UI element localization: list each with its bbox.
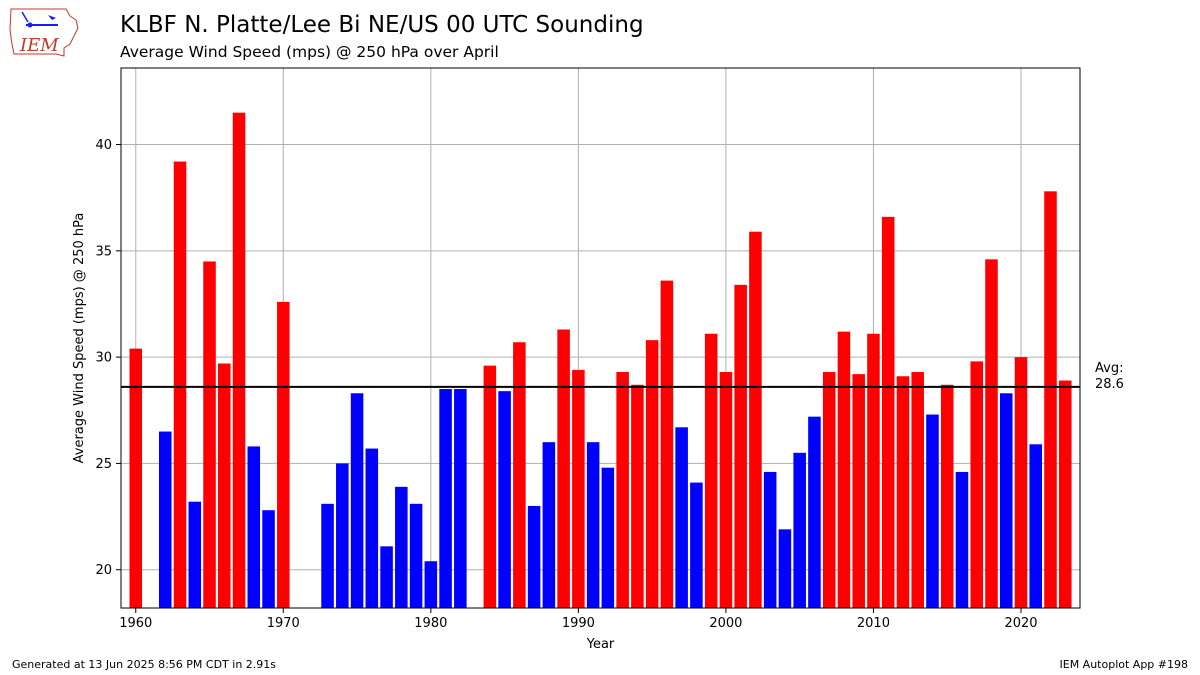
- bar-2013: [911, 372, 924, 608]
- logo-text: IEM: [19, 35, 59, 56]
- bar-1989: [557, 329, 570, 608]
- bar-2014: [926, 414, 939, 608]
- bar-1964: [188, 501, 202, 608]
- bar-2017: [970, 361, 983, 608]
- bar-2015: [940, 384, 954, 608]
- bar-2001: [734, 284, 747, 608]
- bar-1967: [232, 112, 246, 609]
- bar-1976: [365, 448, 379, 608]
- x-axis-label: Year: [586, 637, 615, 652]
- bar-1974: [336, 463, 349, 608]
- bar-1995: [645, 340, 659, 608]
- bar-1968: [247, 446, 261, 608]
- chart-subtitle: Average Wind Speed (mps) @ 250 hPa over …: [120, 43, 499, 61]
- average-label: Avg:: [1095, 361, 1123, 376]
- bar-1984: [483, 365, 497, 608]
- bar-2004: [778, 529, 792, 608]
- bar-2020: [1014, 357, 1028, 608]
- x-tick-label: 1980: [414, 616, 447, 631]
- y-tick-label: 40: [95, 138, 112, 153]
- bar-2003: [763, 471, 777, 608]
- plot-frame: [120, 67, 1081, 609]
- bar-2010: [867, 333, 880, 608]
- x-tick-label: 2010: [857, 616, 890, 631]
- average-value-label: 28.6: [1095, 377, 1124, 392]
- bar-2012: [896, 376, 910, 608]
- bar-1960: [129, 348, 143, 608]
- x-tick-label: 1960: [119, 616, 152, 631]
- bar-1981: [439, 389, 452, 608]
- bar-1999: [704, 333, 718, 608]
- y-tick-label: 25: [95, 457, 112, 472]
- x-tick-label: 1970: [267, 616, 300, 631]
- bar-1980: [424, 561, 438, 608]
- bar-2022: [1044, 191, 1057, 609]
- bar-1994: [631, 384, 644, 608]
- bar-1996: [660, 280, 674, 608]
- y-axis-label: Average Wind Speed (mps) @ 250 hPa: [72, 213, 87, 464]
- x-axis-ticks: 1960 1970 1980 1990 2000 2010 2020: [119, 608, 1038, 631]
- bar-2005: [793, 452, 806, 608]
- y-tick-label: 30: [95, 351, 112, 366]
- bar-2018: [985, 259, 998, 608]
- bar-1977: [380, 546, 393, 608]
- bar-1982: [454, 389, 467, 608]
- iem-logo-icon: IEM: [9, 8, 79, 57]
- y-tick-label: 35: [95, 244, 112, 259]
- bar-1993: [616, 372, 629, 608]
- bar-2000: [719, 372, 733, 608]
- bar-1963: [173, 161, 187, 608]
- x-tick-label: 2020: [1004, 616, 1037, 631]
- bar-1970: [277, 301, 290, 608]
- bar-1973: [321, 503, 334, 608]
- bar-1969: [262, 510, 275, 608]
- bar-1991: [586, 442, 600, 608]
- iem-logo: IEM: [8, 6, 80, 60]
- bar-2011: [881, 216, 895, 608]
- bar-2021: [1029, 444, 1043, 608]
- bar-1986: [513, 342, 526, 608]
- bar-1985: [498, 391, 511, 608]
- bar-2002: [749, 231, 762, 608]
- bar-1988: [542, 442, 556, 608]
- x-tick-label: 2000: [709, 616, 742, 631]
- bar-1978: [395, 486, 408, 608]
- bar-1979: [409, 503, 423, 608]
- bar-1990: [572, 369, 585, 608]
- app-label: IEM Autoplot App #198: [1059, 658, 1189, 671]
- bar-1987: [527, 505, 541, 608]
- bar-2007: [822, 372, 836, 608]
- generated-timestamp: Generated at 13 Jun 2025 8:56 PM CDT in …: [12, 658, 277, 671]
- x-tick-label: 1990: [562, 616, 595, 631]
- bar-2016: [955, 471, 969, 608]
- bar-2019: [999, 393, 1013, 608]
- bar-2023: [1058, 380, 1072, 608]
- bar-1965: [203, 261, 216, 608]
- bar-1966: [218, 363, 231, 608]
- bar-series: [129, 112, 1072, 609]
- bar-2006: [808, 416, 821, 608]
- bar-1992: [601, 467, 615, 608]
- bar-1975: [350, 393, 364, 608]
- chart-title: KLBF N. Platte/Lee Bi NE/US 00 UTC Sound…: [120, 12, 644, 38]
- bar-2009: [852, 374, 865, 608]
- bar-1962: [158, 431, 172, 608]
- y-axis-ticks: 20 25 30 35 40: [95, 138, 121, 578]
- bar-2008: [837, 331, 851, 608]
- bar-1997: [675, 427, 688, 608]
- bar-1998: [690, 482, 703, 608]
- y-tick-label: 20: [95, 563, 112, 578]
